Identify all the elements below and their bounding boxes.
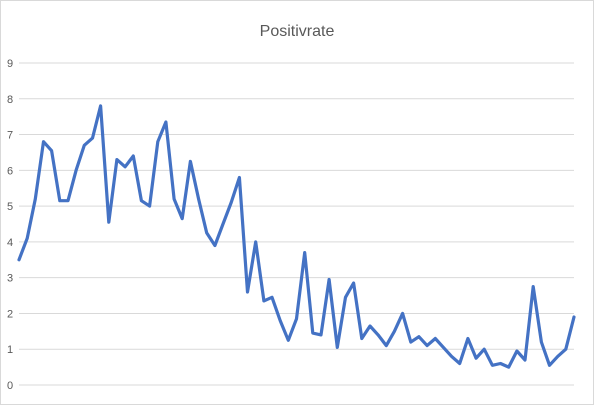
data-point-43 (369, 325, 371, 327)
data-point-6 (67, 200, 69, 202)
data-point-30 (263, 300, 265, 302)
data-point-58 (491, 364, 493, 366)
y-tick-label: 1 (7, 344, 13, 356)
data-point-3 (43, 141, 44, 143)
data-point-57 (483, 348, 485, 350)
data-point-5 (59, 200, 61, 202)
series-layer (17, 104, 576, 369)
y-tick-label: 7 (7, 130, 13, 142)
data-point-46 (393, 330, 395, 332)
data-point-59 (500, 363, 501, 364)
data-point-1 (26, 237, 28, 239)
data-point-35 (304, 252, 306, 254)
data-point-4 (51, 150, 53, 152)
y-tick-label: 0 (7, 380, 13, 392)
data-point-32 (279, 320, 281, 322)
data-point-10 (100, 105, 102, 107)
data-point-44 (377, 334, 379, 336)
data-point-64 (540, 341, 542, 343)
data-point-36 (312, 332, 314, 334)
data-point-25 (222, 223, 224, 225)
data-point-7 (75, 169, 77, 171)
series-line-0 (17, 104, 576, 369)
data-point-26 (230, 202, 232, 203)
y-tick-label: 5 (7, 201, 13, 213)
data-point-50 (426, 345, 428, 347)
data-point-20 (181, 218, 183, 220)
data-point-29 (255, 241, 257, 243)
data-point-65 (549, 364, 550, 366)
data-point-61 (516, 350, 518, 352)
data-point-39 (336, 346, 338, 348)
data-point-16 (149, 205, 151, 207)
data-point-41 (353, 282, 355, 284)
data-point-53 (451, 355, 453, 357)
data-point-45 (385, 345, 387, 347)
data-point-54 (459, 363, 461, 364)
data-point-55 (467, 338, 469, 339)
data-point-51 (434, 338, 436, 339)
data-point-14 (132, 155, 134, 157)
y-axis-ticks: 0 1 2 3 4 5 6 7 8 9 (7, 58, 13, 392)
data-point-18 (165, 121, 167, 123)
data-point-66 (557, 355, 559, 357)
data-point-9 (92, 137, 93, 139)
data-point-37 (320, 334, 322, 336)
data-point-12 (116, 159, 118, 161)
data-point-28 (247, 291, 248, 293)
data-point-21 (189, 160, 191, 162)
data-point-27 (238, 177, 240, 178)
y-tick-label: 9 (7, 58, 13, 70)
data-point-0 (18, 259, 20, 261)
data-point-15 (140, 200, 142, 202)
data-point-8 (83, 144, 85, 146)
data-point-13 (124, 166, 126, 168)
data-point-19 (173, 198, 175, 200)
data-point-23 (206, 232, 208, 234)
data-point-2 (34, 198, 36, 200)
data-point-56 (475, 357, 477, 359)
data-point-11 (108, 221, 110, 223)
data-point-67 (565, 348, 567, 350)
data-point-42 (361, 338, 363, 339)
chart-title: Positivrate (259, 23, 335, 40)
data-point-48 (410, 341, 412, 343)
y-tick-label: 2 (7, 308, 13, 320)
data-point-31 (271, 296, 273, 298)
y-tick-label: 8 (7, 94, 13, 106)
data-point-34 (296, 318, 297, 320)
data-point-40 (345, 296, 346, 298)
y-tick-label: 6 (7, 165, 13, 177)
data-point-63 (532, 286, 534, 288)
data-point-24 (214, 245, 216, 246)
data-point-62 (524, 359, 526, 361)
data-point-47 (402, 312, 404, 314)
data-point-22 (198, 198, 200, 200)
data-point-52 (442, 346, 444, 348)
data-point-17 (157, 141, 159, 143)
data-point-33 (287, 339, 289, 341)
y-tick-label: 4 (7, 237, 13, 249)
data-point-68 (573, 316, 575, 318)
gridlines (19, 62, 574, 386)
data-point-60 (508, 366, 510, 368)
y-tick-label: 3 (7, 273, 13, 285)
data-point-49 (418, 336, 420, 338)
data-point-38 (328, 279, 330, 280)
